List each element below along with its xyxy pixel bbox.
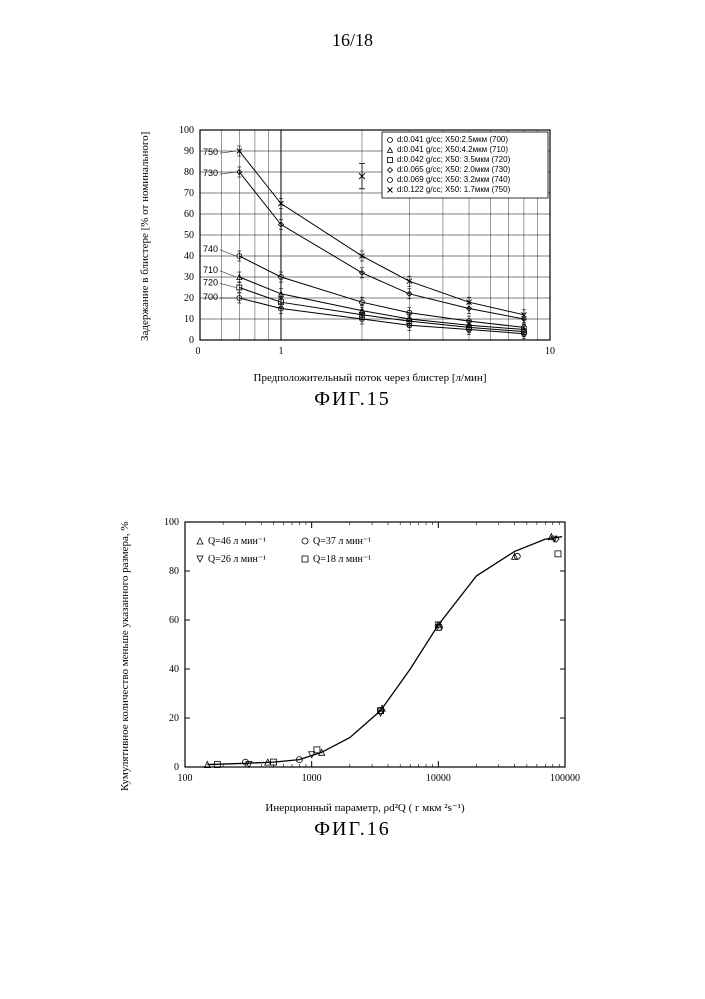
- svg-text:d:0.041 g/cc; X50:4.2мкм (710): d:0.041 g/cc; X50:4.2мкм (710): [397, 145, 508, 154]
- svg-text:d:0.041 g/cc; X50:2.5мкм (700): d:0.041 g/cc; X50:2.5мкм (700): [397, 135, 508, 144]
- svg-text:60: 60: [169, 615, 179, 626]
- fig15-xlabel: Предположительный поток через блистер [л…: [160, 372, 580, 384]
- page-number: 16/18: [0, 30, 705, 51]
- svg-text:700: 700: [203, 292, 218, 302]
- fig16-caption: ФИГ.16: [0, 818, 705, 841]
- svg-text:10000: 10000: [426, 773, 451, 784]
- svg-text:40: 40: [184, 251, 194, 262]
- svg-text:100: 100: [178, 773, 193, 784]
- svg-text:10: 10: [545, 346, 555, 357]
- fig16-xlabel: Инерционный параметр, ρd²Q ( г мкм ²s⁻¹): [140, 801, 590, 814]
- svg-text:0: 0: [174, 762, 179, 773]
- figure-15: Задержание в блистере [% от номинального…: [0, 120, 705, 411]
- fig16-svg: 0 20 40 60 80 100 100 1000 10000 100000 Q=46 л мин…: [140, 510, 590, 810]
- svg-text:100: 100: [164, 517, 179, 528]
- svg-text:60: 60: [184, 209, 194, 220]
- svg-text:d:0.065 g/cc; X50: 2.0мкм (730: d:0.065 g/cc; X50: 2.0мкм (730): [397, 165, 511, 174]
- svg-text:720: 720: [203, 277, 218, 287]
- svg-text:70: 70: [184, 188, 194, 199]
- svg-text:730: 730: [203, 168, 218, 178]
- svg-text:30: 30: [184, 272, 194, 283]
- fig15-caption: ФИГ.15: [0, 388, 705, 411]
- svg-text:d:0.122 g/cc; X50: 1.7мкм (750: d:0.122 g/cc; X50: 1.7мкм (750): [397, 185, 511, 194]
- svg-text:0: 0: [196, 346, 201, 357]
- svg-text:50: 50: [184, 230, 194, 241]
- svg-text:750: 750: [203, 147, 218, 157]
- svg-text:Q=37 л мин⁻¹: Q=37 л мин⁻¹: [313, 536, 371, 547]
- svg-text:d:0.069 g/cc; X50: 3.2мкм (740: d:0.069 g/cc; X50: 3.2мкм (740): [397, 175, 511, 184]
- svg-text:80: 80: [169, 566, 179, 577]
- svg-text:740: 740: [203, 244, 218, 254]
- chart-16: Кумулятивное количество меньше указанног…: [140, 510, 590, 810]
- svg-text:100: 100: [179, 125, 194, 136]
- svg-text:710: 710: [203, 265, 218, 275]
- fig15-svg: 0 10 20 30 40 50 60 70 80 90 100 0 1 10 700 710 720 730 74…: [160, 120, 580, 380]
- svg-text:d:0.042 g/cc; X50: 3.5мкм (720: d:0.042 g/cc; X50: 3.5мкм (720): [397, 155, 511, 164]
- svg-text:90: 90: [184, 146, 194, 157]
- svg-text:Q=46 л мин⁻¹: Q=46 л мин⁻¹: [208, 536, 266, 547]
- svg-text:Q=26 л мин⁻¹: Q=26 л мин⁻¹: [208, 554, 266, 565]
- svg-text:0: 0: [189, 335, 194, 346]
- chart-15: Задержание в блистере [% от номинального…: [160, 120, 580, 380]
- svg-text:100000: 100000: [550, 773, 580, 784]
- svg-text:1: 1: [278, 346, 283, 357]
- svg-text:20: 20: [169, 713, 179, 724]
- svg-text:10: 10: [184, 314, 194, 325]
- svg-text:Q=18 л мин⁻¹: Q=18 л мин⁻¹: [313, 554, 371, 565]
- figure-16: Кумулятивное количество меньше указанног…: [0, 510, 705, 841]
- svg-text:40: 40: [169, 664, 179, 675]
- svg-text:1000: 1000: [302, 773, 322, 784]
- fig15-ylabel: Задержание в блистере [% от номинального…: [139, 161, 151, 341]
- fig16-ylabel: Кумулятивное количество меньше указанног…: [119, 531, 131, 791]
- svg-text:80: 80: [184, 167, 194, 178]
- svg-text:20: 20: [184, 293, 194, 304]
